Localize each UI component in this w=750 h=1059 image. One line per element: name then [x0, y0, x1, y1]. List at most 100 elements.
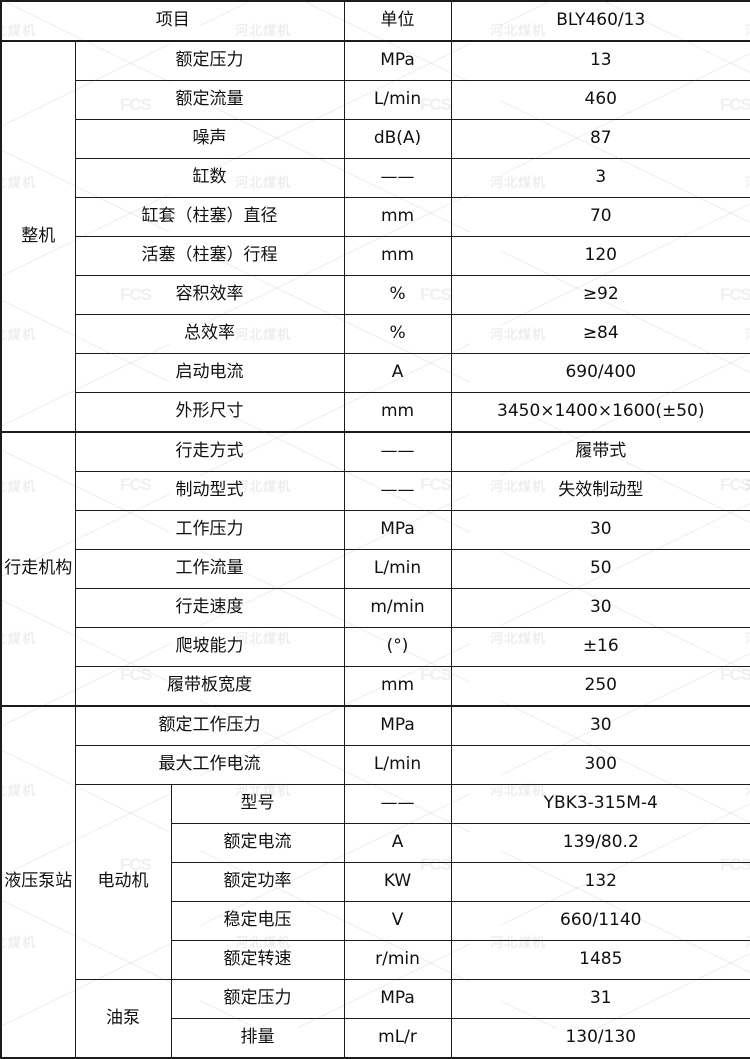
spec-value: 70 — [450, 197, 750, 237]
item-label: 最大工作电流 — [74, 745, 345, 785]
table-row: 缸数 —— 3 — [1, 158, 750, 198]
item-label: 工作流量 — [74, 549, 345, 589]
table-row: 履带板宽度 mm 250 — [1, 666, 750, 707]
unit-value: % — [343, 275, 452, 315]
unit-value: (°) — [343, 627, 452, 667]
spec-value: ≥84 — [450, 314, 750, 354]
spec-value: 30 — [450, 510, 750, 550]
section-label-1: 整机 — [0, 40, 76, 433]
spec-value: ≥92 — [450, 275, 750, 315]
item-label: 总效率 — [74, 314, 345, 354]
unit-value: r/min — [343, 940, 452, 980]
table-row: 工作流量 L/min 50 — [1, 549, 750, 589]
table-row: 额定转速 r/min 1485 — [1, 940, 750, 980]
table-row: 整机 额定压力 MPa 13 — [0, 40, 750, 433]
unit-value: L/min — [343, 745, 452, 785]
unit-value: dB(A) — [343, 119, 452, 159]
spec-value: 3 — [450, 158, 750, 198]
spec-value: 250 — [450, 666, 750, 707]
unit-value: L/min — [343, 80, 452, 120]
spec-value: 130/130 — [450, 1018, 750, 1059]
item-label: 制动型式 — [74, 471, 345, 511]
unit-value: KW — [343, 862, 452, 902]
table-row: 电动机 型号 —— YBK3-315M-4 — [1, 784, 750, 980]
item-label: 噪声 — [74, 119, 345, 159]
table-row: 爬坡能力 (°) ±16 — [1, 627, 750, 667]
unit-value: mm — [343, 666, 452, 707]
item-label: 启动电流 — [74, 353, 345, 393]
unit-value: MPa — [343, 40, 452, 81]
table-row: 油泵 额定压力 MPa 31 — [1, 979, 750, 1059]
spec-value: 132 — [450, 862, 750, 902]
table-row: 制动型式 —— 失效制动型 — [1, 471, 750, 511]
item-label: 容积效率 — [74, 275, 345, 315]
spec-value: 13 — [450, 40, 750, 81]
unit-value: % — [343, 314, 452, 354]
unit-value: —— — [343, 471, 452, 511]
subgroup-label-2: 油泵 — [74, 979, 172, 1059]
unit-value: —— — [343, 431, 452, 472]
item-label: 缸套（柱塞）直径 — [74, 197, 345, 237]
item-label: 型号 — [170, 784, 345, 824]
table-row: 容积效率% ≥92 — [1, 275, 750, 315]
table-header-row: 项目 单位 BLY460/13 — [0, 0, 750, 42]
unit-value: mm — [343, 236, 452, 276]
unit-value: A — [343, 353, 452, 393]
item-label: 履带板宽度 — [74, 666, 345, 707]
unit-value: mm — [343, 197, 452, 237]
item-label: 行走方式 — [74, 431, 345, 472]
unit-value: mm — [343, 392, 452, 433]
table-row: 外形尺寸 mm 3450×1400×1600(±50) — [1, 392, 750, 433]
unit-value: —— — [343, 158, 452, 198]
unit-column-header: 单位 — [343, 0, 452, 42]
spec-value: 460 — [450, 80, 750, 120]
unit-value: —— — [343, 784, 452, 824]
unit-value: MPa — [343, 705, 452, 746]
spec-value: 139/80.2 — [450, 823, 750, 863]
model-column-header: BLY460/13 — [450, 0, 750, 42]
table-row: 总效率% ≥84 — [1, 314, 750, 354]
spec-value: 660/1140 — [450, 901, 750, 941]
table-row: 液压泵站 额定工作压力 MPa 30 — [0, 705, 750, 1059]
table-row: 启动电流 A 690/400 — [1, 353, 750, 393]
spec-value: 690/400 — [450, 353, 750, 393]
spec-value: 履带式 — [450, 431, 750, 472]
table-row: 额定电流 A 139/80.2 — [1, 823, 750, 863]
item-label: 缸数 — [74, 158, 345, 198]
subgroup-label-1: 电动机 — [74, 784, 172, 980]
table-row: 额定功率 KW 132 — [1, 862, 750, 902]
item-label: 爬坡能力 — [74, 627, 345, 667]
item-label: 额定压力 — [74, 40, 345, 81]
item-column-header: 项目 — [0, 0, 345, 42]
spec-value: 1485 — [450, 940, 750, 980]
spec-value: 30 — [450, 588, 750, 628]
item-label: 额定压力 — [170, 979, 345, 1019]
table-row: 行走速度 m/min 30 — [1, 588, 750, 628]
spec-value: 50 — [450, 549, 750, 589]
item-label: 行走速度 — [74, 588, 345, 628]
spec-value: ±16 — [450, 627, 750, 667]
section-label-2: 行走机构 — [0, 431, 76, 707]
table-row: 稳定电压 V 660/1140 — [1, 901, 750, 941]
unit-value: MPa — [343, 979, 452, 1019]
table-row: 额定流量 L/min 460 — [1, 80, 750, 120]
item-label: 活塞（柱塞）行程 — [74, 236, 345, 276]
section-label-3: 液压泵站 — [0, 705, 76, 1059]
item-label: 稳定电压 — [170, 901, 345, 941]
item-label: 排量 — [170, 1018, 345, 1059]
table-row: 行走机构 行走方式 —— 履带式 — [0, 431, 750, 707]
table-row: 缸套（柱塞）直径 mm 70 — [1, 197, 750, 237]
unit-value: L/min — [343, 549, 452, 589]
item-label: 额定功率 — [170, 862, 345, 902]
item-label: 外形尺寸 — [74, 392, 345, 433]
unit-value: MPa — [343, 510, 452, 550]
unit-value: m/min — [343, 588, 452, 628]
table-row: 最大工作电流 L/min 300 — [1, 745, 750, 785]
table-row: 活塞（柱塞）行程 mm 120 — [1, 236, 750, 276]
item-label: 额定工作压力 — [74, 705, 345, 746]
item-label: 额定电流 — [170, 823, 345, 863]
table-row: 噪声 dB(A) 87 — [1, 119, 750, 159]
item-label: 额定转速 — [170, 940, 345, 980]
unit-value: mL/r — [343, 1018, 452, 1059]
